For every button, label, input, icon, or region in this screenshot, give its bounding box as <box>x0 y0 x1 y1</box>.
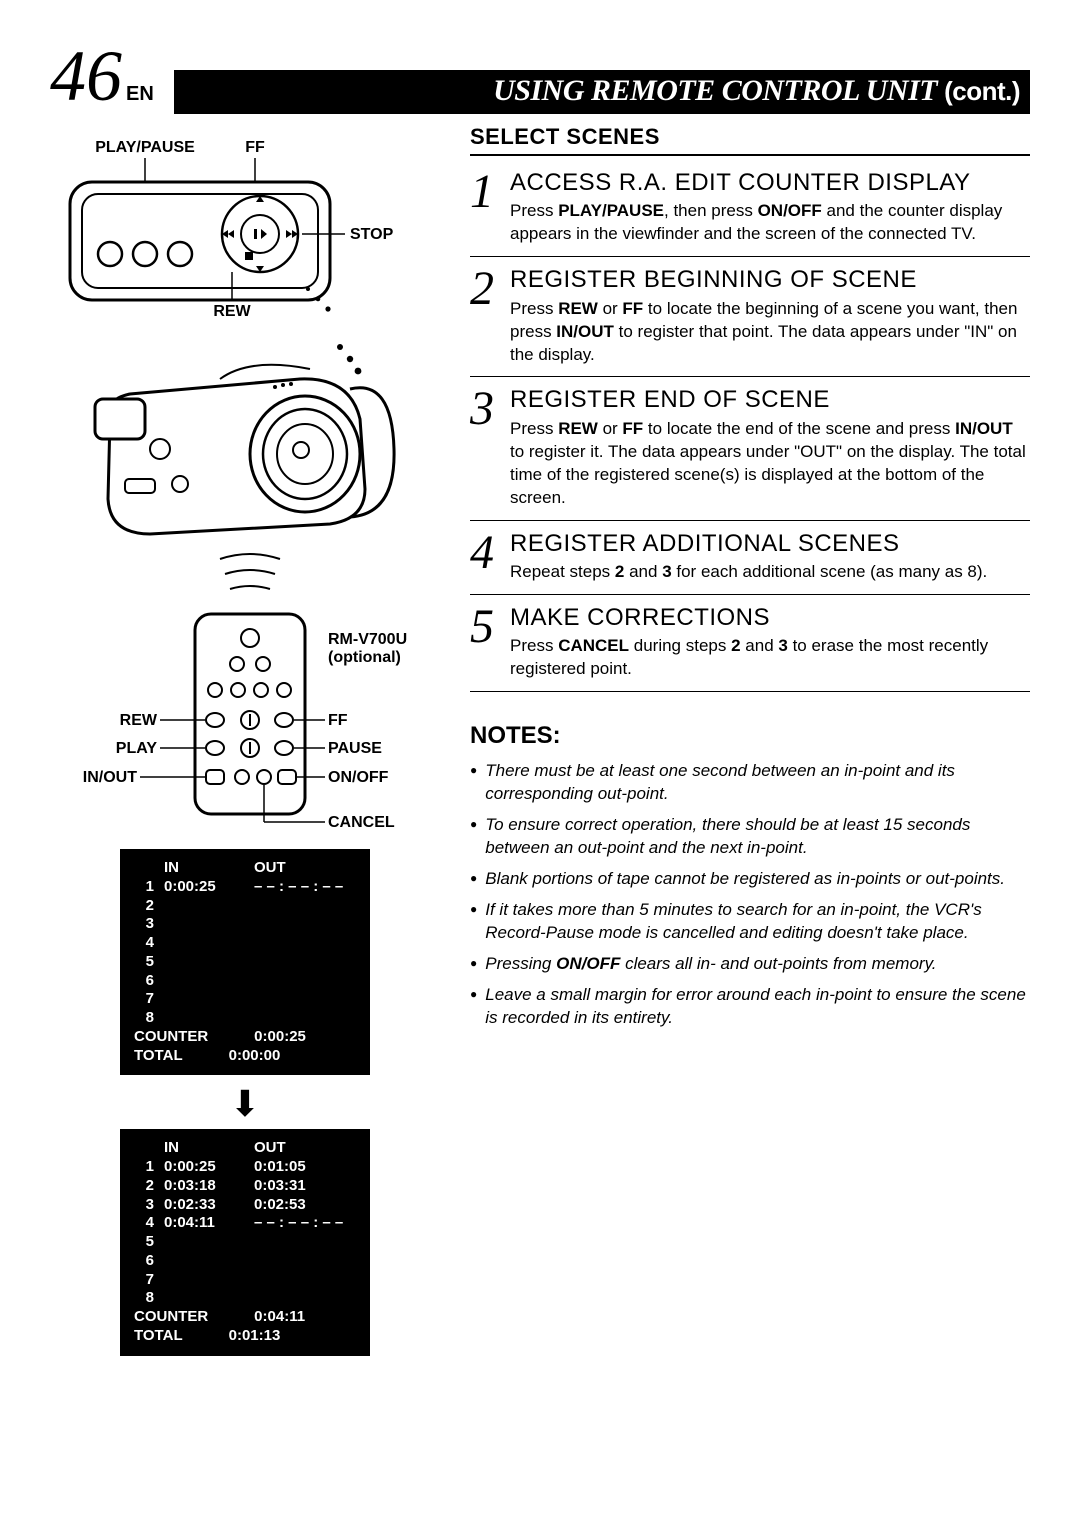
label-on-off: ON/OFF <box>328 769 389 786</box>
vcr-diagram: PLAY/PAUSE FF STOP <box>50 124 440 329</box>
label-pause: PAUSE <box>328 740 382 757</box>
label-remote-optional: (optional) <box>328 649 401 666</box>
note-item: There must be at least one second betwee… <box>470 760 1030 806</box>
page-header: 46 EN USING REMOTE CONTROL UNIT (cont.) <box>50 40 1030 114</box>
page-title: USING REMOTE CONTROL UNIT (cont.) <box>174 70 1030 114</box>
label-remote-model: RM-V700U <box>328 631 407 648</box>
label-ff: FF <box>328 712 348 729</box>
step-number: 2 <box>470 267 510 366</box>
step-text: Press REW or FF to locate the beginning … <box>510 298 1030 367</box>
title-cont: (cont.) <box>944 76 1020 106</box>
label-ff-top: FF <box>245 139 265 156</box>
page-number: 46 <box>50 40 122 112</box>
label-rew: REW <box>120 712 158 729</box>
label-rew-top: REW <box>213 303 251 320</box>
step-title: REGISTER END OF SCENE <box>510 387 1030 413</box>
note-item: Blank portions of tape cannot be registe… <box>470 868 1030 891</box>
counter-display-1: INOUT10:00:25– – : – – : – –2345678COUNT… <box>120 849 370 1075</box>
notes-list: There must be at least one second betwee… <box>470 760 1030 1029</box>
step-text: Repeat steps 2 and 3 for each additional… <box>510 561 1030 584</box>
note-item: Leave a small margin for error around ea… <box>470 984 1030 1030</box>
label-stop: STOP <box>350 226 394 243</box>
step-number: 3 <box>470 387 510 509</box>
notes-heading: NOTES: <box>470 722 1030 750</box>
step-number: 1 <box>470 170 510 246</box>
step: 2REGISTER BEGINNING OF SCENE Press REW or… <box>470 267 1030 377</box>
step-title: REGISTER BEGINNING OF SCENE <box>510 267 1030 293</box>
note-item: To ensure correct operation, there shoul… <box>470 814 1030 860</box>
title-main: USING REMOTE CONTROL UNIT <box>493 74 937 107</box>
camcorder-diagram <box>50 339 440 604</box>
section-heading: SELECT SCENES <box>470 124 1030 156</box>
arrow-down-icon: ⬇ <box>50 1083 440 1125</box>
step-title: ACCESS R.A. EDIT COUNTER DISPLAY <box>510 170 1030 196</box>
label-cancel: CANCEL <box>328 814 395 831</box>
counter-display-2: INOUT10:00:250:01:0520:03:180:03:3130:02… <box>120 1129 370 1355</box>
step-title: MAKE CORRECTIONS <box>510 605 1030 631</box>
step-text: Press REW or FF to locate the end of the… <box>510 418 1030 510</box>
step-number: 5 <box>470 605 510 681</box>
remote-diagram: RM-V700U (optional) REW FF PLAY PAUSE IN… <box>50 604 440 839</box>
step-number: 4 <box>470 531 510 584</box>
note-item: Pressing ON/OFF clears all in- and out-p… <box>470 953 1030 976</box>
step-title: REGISTER ADDITIONAL SCENES <box>510 531 1030 557</box>
step-text: Press CANCEL during steps 2 and 3 to era… <box>510 635 1030 681</box>
step: 5MAKE CORRECTIONS Press CANCEL during ste… <box>470 605 1030 692</box>
label-play-pause: PLAY/PAUSE <box>95 139 195 156</box>
label-in-out: IN/OUT <box>83 769 137 786</box>
label-play: PLAY <box>116 740 158 757</box>
note-item: If it takes more than 5 minutes to searc… <box>470 899 1030 945</box>
step-text: Press PLAY/PAUSE, then press ON/OFF and … <box>510 200 1030 246</box>
step: 4REGISTER ADDITIONAL SCENES Repeat steps … <box>470 531 1030 595</box>
step: 1ACCESS R.A. EDIT COUNTER DISPLAY Press P… <box>470 170 1030 257</box>
page-language: EN <box>126 83 154 106</box>
step: 3REGISTER END OF SCENE Press REW or FF to… <box>470 387 1030 520</box>
